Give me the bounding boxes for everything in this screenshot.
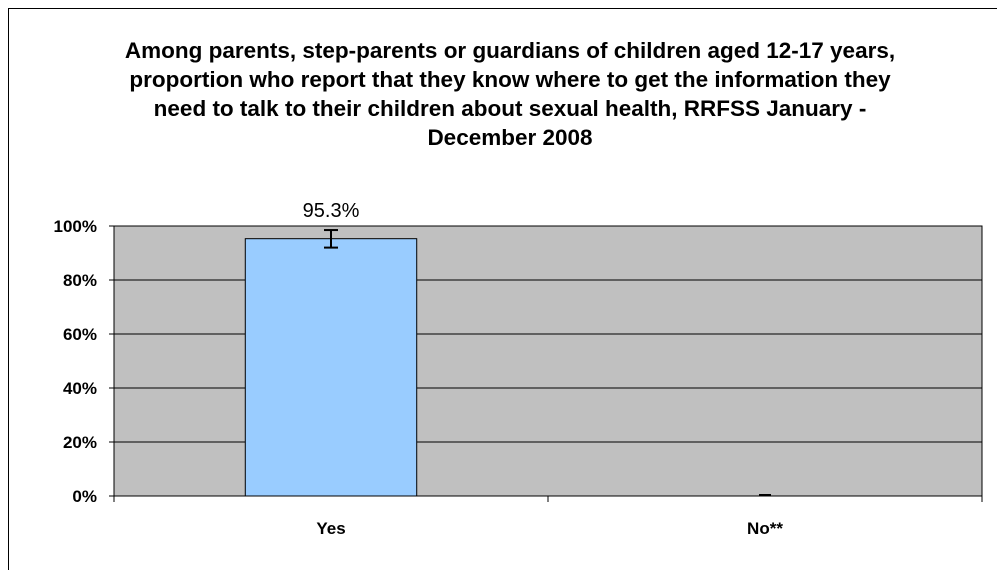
data-labels: 95.3% [303,200,360,222]
data-label: 95.3% [303,200,360,222]
plot-area [113,225,983,497]
x-axis: Yes No** [113,495,983,538]
y-tick-label: 100% [54,217,97,236]
y-tick-label: 0% [72,487,97,506]
error-bars [324,229,338,249]
bars [244,238,771,497]
y-tick-label: 40% [63,379,97,398]
y-tick-label: 80% [63,271,97,290]
chart-title: Among parents, step-parents or guardians… [124,38,896,150]
y-tick-label: 60% [63,325,97,344]
y-axis: 0% 20% 40% 60% 80% 100% [54,217,115,506]
x-tick-label: No** [747,519,783,538]
y-tick-label: 20% [63,433,97,452]
bar [244,238,418,497]
x-tick-label: Yes [316,519,345,538]
